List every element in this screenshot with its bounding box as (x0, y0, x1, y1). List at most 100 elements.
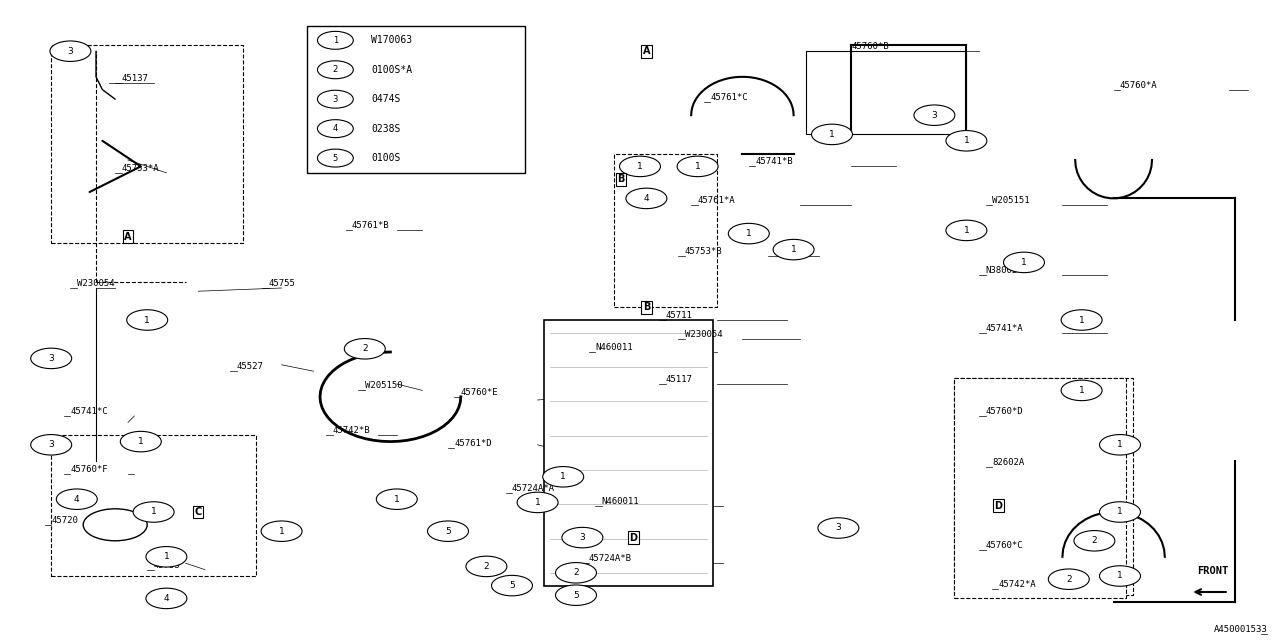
Circle shape (812, 124, 852, 145)
Text: 1: 1 (964, 226, 969, 235)
Circle shape (127, 310, 168, 330)
Text: 45761*B: 45761*B (352, 221, 389, 230)
Text: 3: 3 (836, 524, 841, 532)
Text: 1: 1 (1021, 258, 1027, 267)
Text: A: A (643, 46, 650, 56)
Text: 3: 3 (932, 111, 937, 120)
Circle shape (492, 575, 532, 596)
Text: 1: 1 (964, 136, 969, 145)
Text: 45753*B: 45753*B (685, 247, 722, 256)
Text: 1: 1 (1117, 572, 1123, 580)
Text: 1: 1 (333, 36, 338, 45)
Circle shape (120, 431, 161, 452)
Text: 1: 1 (637, 162, 643, 171)
Text: FRONT: FRONT (1198, 566, 1229, 576)
Text: 45742*B: 45742*B (333, 426, 370, 435)
Text: 0238S: 0238S (371, 124, 401, 134)
Text: 45117: 45117 (666, 375, 692, 384)
Circle shape (317, 120, 353, 138)
Circle shape (146, 547, 187, 567)
Circle shape (1004, 252, 1044, 273)
Text: W230054: W230054 (685, 330, 722, 339)
Circle shape (261, 521, 302, 541)
Text: 45760*C: 45760*C (986, 541, 1023, 550)
Text: 45741*C: 45741*C (70, 407, 108, 416)
Circle shape (344, 339, 385, 359)
Circle shape (317, 90, 353, 108)
Text: D: D (630, 532, 637, 543)
Bar (954, 378, 1126, 598)
Text: 45760*A: 45760*A (1120, 81, 1157, 90)
Circle shape (728, 223, 769, 244)
Text: 1: 1 (746, 229, 751, 238)
Text: 3: 3 (49, 440, 54, 449)
Circle shape (562, 527, 603, 548)
Circle shape (620, 156, 660, 177)
Text: 1: 1 (829, 130, 835, 139)
Circle shape (556, 563, 596, 583)
Circle shape (1061, 310, 1102, 330)
Text: 45724A*A: 45724A*A (512, 484, 556, 493)
Text: 1: 1 (164, 552, 169, 561)
Circle shape (50, 41, 91, 61)
Text: A: A (124, 232, 132, 242)
Circle shape (946, 131, 987, 151)
Text: W205150: W205150 (365, 381, 402, 390)
Text: 2: 2 (1066, 575, 1071, 584)
Text: 5: 5 (333, 154, 338, 163)
Text: 45527: 45527 (237, 362, 264, 371)
Text: 2: 2 (1092, 536, 1097, 545)
Circle shape (946, 220, 987, 241)
Text: C: C (195, 507, 202, 517)
Circle shape (83, 509, 147, 541)
FancyBboxPatch shape (307, 26, 525, 173)
Text: 0100S: 0100S (371, 153, 401, 163)
Circle shape (146, 588, 187, 609)
Text: 5: 5 (445, 527, 451, 536)
Text: 45755: 45755 (269, 279, 296, 288)
Text: 45761*A: 45761*A (698, 196, 735, 205)
Circle shape (31, 435, 72, 455)
Circle shape (914, 105, 955, 125)
Circle shape (1048, 569, 1089, 589)
Text: 4: 4 (74, 495, 79, 504)
Text: 3: 3 (49, 354, 54, 363)
Circle shape (31, 348, 72, 369)
Text: 0100S*A: 0100S*A (371, 65, 412, 75)
Text: 45724A*B: 45724A*B (589, 554, 632, 563)
Text: 1: 1 (394, 495, 399, 504)
Text: 4: 4 (333, 124, 338, 133)
Text: 1: 1 (1117, 508, 1123, 516)
Text: B: B (643, 302, 650, 312)
Text: 1: 1 (695, 162, 700, 171)
Circle shape (556, 585, 596, 605)
Circle shape (543, 467, 584, 487)
Text: 4: 4 (644, 194, 649, 203)
Circle shape (1100, 435, 1140, 455)
Text: 1: 1 (1079, 316, 1084, 324)
Text: 4: 4 (164, 594, 169, 603)
Circle shape (1061, 380, 1102, 401)
Text: W170063: W170063 (371, 35, 412, 45)
Text: 45741*B: 45741*B (755, 157, 792, 166)
Text: 3: 3 (333, 95, 338, 104)
Text: 1: 1 (535, 498, 540, 507)
Circle shape (56, 489, 97, 509)
Circle shape (317, 149, 353, 167)
Circle shape (466, 556, 507, 577)
Text: 2: 2 (362, 344, 367, 353)
Text: 45760*B: 45760*B (851, 42, 888, 51)
Circle shape (376, 489, 417, 509)
Text: A450001533: A450001533 (1213, 625, 1267, 634)
Circle shape (1100, 566, 1140, 586)
Circle shape (818, 518, 859, 538)
Text: 45761*C: 45761*C (710, 93, 748, 102)
Circle shape (1074, 531, 1115, 551)
Text: 1: 1 (279, 527, 284, 536)
Circle shape (626, 188, 667, 209)
Bar (544, 320, 713, 586)
Text: 2: 2 (484, 562, 489, 571)
Text: 45711: 45711 (666, 311, 692, 320)
Text: 45761*D: 45761*D (454, 439, 492, 448)
Text: 1: 1 (791, 245, 796, 254)
